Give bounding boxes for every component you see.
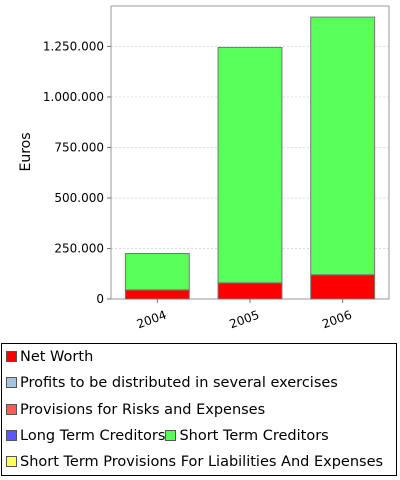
- y-tick-label: 500.000: [54, 191, 104, 205]
- y-tick-label: 0: [96, 292, 104, 306]
- legend-swatch: [6, 429, 17, 441]
- legend-swatch: [6, 456, 17, 468]
- legend-label: Long Term Creditors: [20, 427, 166, 444]
- legend-label: Short Term Creditors: [179, 427, 329, 444]
- legend-swatch: [6, 351, 17, 362]
- legend-row: Profits to be distributed in several exe…: [6, 373, 338, 393]
- legend-label: Short Term Provisions For Liabilities An…: [20, 454, 384, 471]
- legend-swatch: [165, 429, 177, 441]
- legend: Net Worth Profits to be distributed in se…: [1, 343, 397, 476]
- stacked-bar-chart: 0 250.000 500.000 750.000 1.000.000 1.250.000…: [18, 5, 390, 331]
- y-tick-label: 1.000.000: [43, 90, 104, 104]
- legend-swatch: [6, 403, 17, 415]
- x-tick-label: 2006: [320, 308, 353, 332]
- legend-item: Net Worth: [6, 347, 93, 367]
- legend-row: Short Term Provisions For Liabilities An…: [6, 452, 383, 472]
- y-axis-ticks: 0 250.000 500.000 750.000 1.000.000 1.250.000: [43, 39, 111, 306]
- legend-row: Net Worth: [6, 347, 93, 367]
- x-tick-label: 2005: [228, 308, 261, 332]
- x-tick-label: 2004: [135, 308, 168, 332]
- bar-segment: [124, 289, 190, 300]
- legend-label: Provisions for Risks and Expenses: [20, 401, 266, 418]
- bar-segment: [310, 16, 376, 276]
- legend-label: Profits to be distributed in several exe…: [20, 375, 338, 392]
- legend-label: Net Worth: [20, 349, 94, 365]
- y-tick-label: 250.000: [54, 241, 104, 255]
- bars: [124, 16, 376, 300]
- x-axis-ticks: 2004 2005 2006: [135, 299, 354, 331]
- legend-row: Provisions for Risks and Expenses: [6, 400, 265, 420]
- bar-segment: [310, 274, 376, 300]
- bar-segment: [124, 253, 190, 291]
- y-tick-label: 750.000: [54, 140, 104, 154]
- bar-segment: [217, 282, 283, 300]
- legend-item: Short Term Provisions For Liabilities An…: [6, 452, 383, 472]
- legend-item: Profits to be distributed in several exe…: [6, 373, 338, 393]
- legend-swatch: [6, 377, 17, 389]
- y-axis-label: Euros: [18, 132, 34, 171]
- legend-item: Provisions for Risks and Expenses: [6, 400, 265, 420]
- legend-row: Long Term Creditors Short Term Creditors: [6, 426, 329, 446]
- legend-item: Short Term Creditors: [165, 426, 329, 446]
- y-tick-label: 1.250.000: [43, 39, 104, 53]
- legend-item: Long Term Creditors: [6, 426, 165, 446]
- bar-segment: [217, 46, 283, 284]
